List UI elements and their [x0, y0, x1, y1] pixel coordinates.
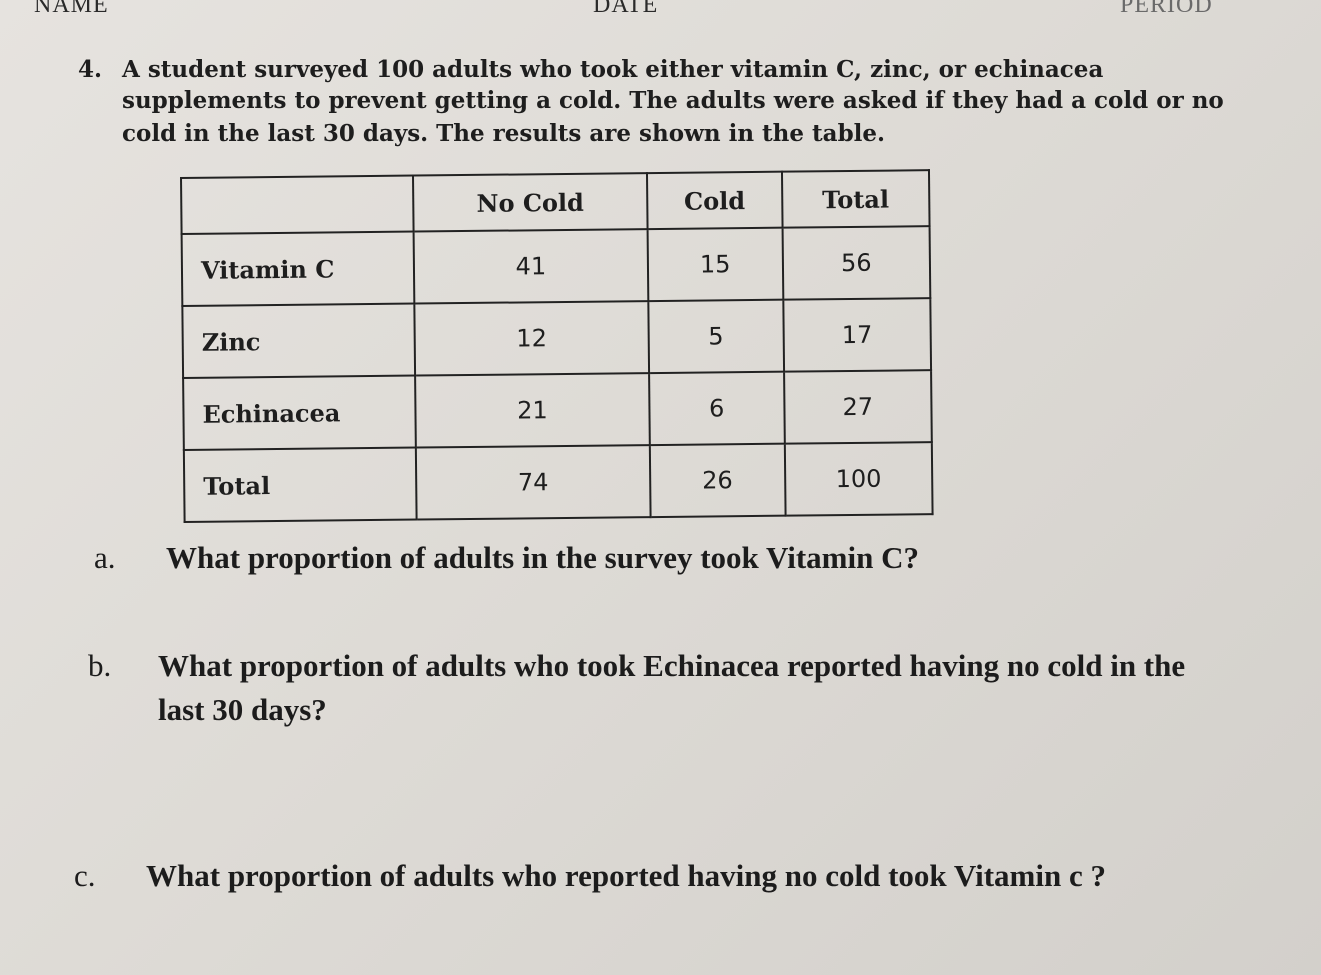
- question-a-letter: a.: [94, 540, 116, 575]
- table-row: Echinacea 21 6 27: [183, 370, 932, 450]
- row-label-echinacea: Echinacea: [183, 375, 416, 450]
- table-cell: 6: [648, 371, 785, 446]
- table-header-cold: Cold: [646, 171, 783, 230]
- table-cell: 27: [783, 370, 932, 444]
- table-cell: 41: [413, 229, 649, 304]
- row-label-total: Total: [183, 447, 417, 522]
- date-label: DATE: [593, 0, 659, 18]
- table-cell: 21: [415, 373, 650, 448]
- problem-number: 4.: [78, 56, 103, 83]
- table-cell: 5: [648, 299, 784, 374]
- table-row: Zinc 12 5 17: [182, 298, 932, 378]
- table-header-row: No Cold Cold Total: [181, 170, 930, 234]
- table-cell: 26: [649, 443, 786, 518]
- table-cell: 12: [414, 301, 649, 376]
- table-cell: 15: [647, 227, 783, 302]
- table-cell: 17: [782, 298, 932, 372]
- question-b-letter: b.: [88, 648, 112, 683]
- table-header-no-cold: No Cold: [412, 173, 648, 232]
- question-a-text: What proportion of adults in the survey …: [166, 540, 919, 575]
- period-label: PERIOD: [1120, 0, 1213, 18]
- table-header-total: Total: [781, 170, 930, 228]
- table-row: Vitamin C 41 15 56: [181, 226, 931, 306]
- row-label-zinc: Zinc: [182, 303, 416, 378]
- prompt-line-3: cold in the last 30 days. The results ar…: [122, 120, 886, 147]
- table-cell: 74: [415, 445, 651, 520]
- table-cell: 56: [782, 226, 931, 300]
- question-b-text-line-2: last 30 days?: [158, 692, 327, 727]
- table-row: Total 74 26 100: [183, 442, 933, 522]
- table-cell: 100: [784, 442, 933, 516]
- prompt-line-2: supplements to prevent getting a cold. T…: [122, 87, 1224, 114]
- question-c-text: What proportion of adults who reported h…: [146, 858, 1106, 893]
- row-label-vitamin-c: Vitamin C: [181, 231, 415, 306]
- name-label: NAME: [34, 0, 109, 18]
- two-way-table: No Cold Cold Total Vitamin C 41 15 56 Zi…: [180, 169, 934, 523]
- table-header-blank: [181, 175, 414, 234]
- prompt-line-1: A student surveyed 100 adults who took e…: [122, 56, 1104, 83]
- question-b-text-line-1: What proportion of adults who took Echin…: [158, 648, 1186, 683]
- question-c-letter: c.: [74, 858, 96, 893]
